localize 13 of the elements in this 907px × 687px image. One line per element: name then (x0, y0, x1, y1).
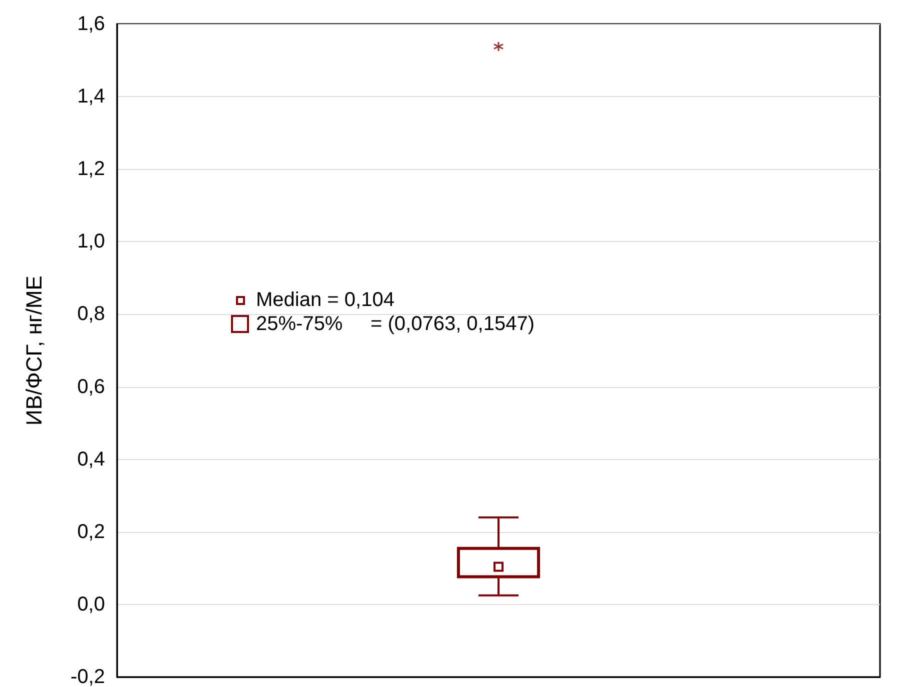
y-tick-label: 1,2 (77, 158, 105, 180)
y-tick-label: 0,2 (77, 520, 105, 543)
y-tick-label: 1,6 (77, 13, 105, 35)
y-tick-label: 0,8 (77, 303, 105, 326)
y-axis-title: ИВ/ФСГ, нг/МЕ (22, 276, 46, 426)
y-tick-label: 0,6 (77, 376, 105, 398)
y-tick-label: 1,4 (77, 86, 105, 108)
y-tick-label: 1,0 (77, 230, 105, 253)
y-tick-label: 0,4 (77, 448, 105, 470)
y-tick-label: 0,0 (77, 593, 105, 616)
y-tick-label: -0,2 (70, 666, 105, 687)
annotation: 25%-75% = (0,0763, 0,1547) (256, 312, 535, 336)
annotation: Median = 0,104 (256, 288, 394, 312)
